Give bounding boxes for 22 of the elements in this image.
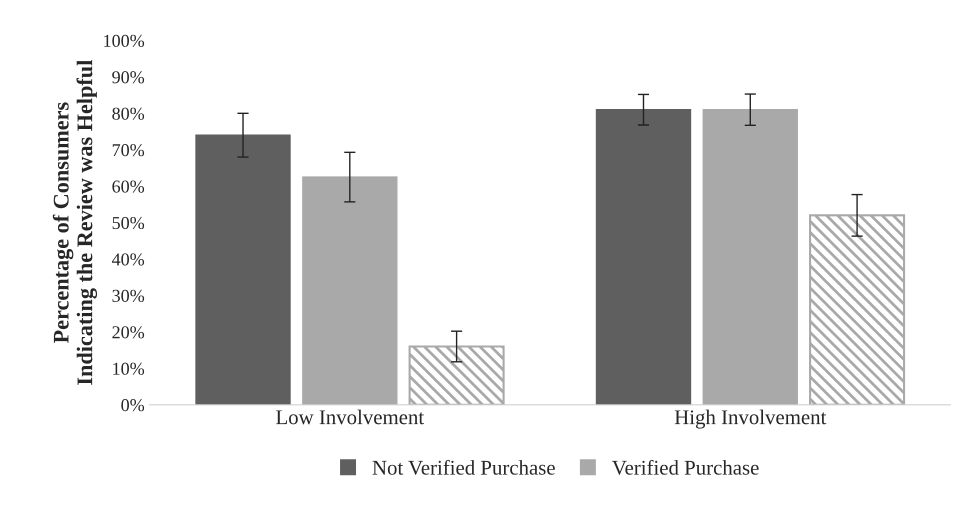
y-tick-label: 60% bbox=[112, 180, 144, 193]
y-axis-title: Percentage of Consumers Indicating the Review was Helpful bbox=[52, 60, 98, 385]
bar bbox=[702, 109, 798, 405]
y-tick-label: 40% bbox=[112, 253, 144, 266]
y-tick-label: 50% bbox=[112, 216, 144, 230]
y-tick-label: 30% bbox=[112, 290, 144, 302]
bar bbox=[596, 109, 692, 405]
legend-label: Not Verified Purchase bbox=[372, 460, 555, 475]
y-tick-label: 70% bbox=[112, 144, 144, 156]
y-tick-label: 90% bbox=[112, 71, 144, 84]
y-tick-label: 0% bbox=[121, 399, 144, 412]
bar bbox=[195, 134, 291, 405]
y-tick-label: 10% bbox=[113, 362, 144, 375]
y-tick-label: 20% bbox=[112, 326, 144, 338]
x-tick-label: High Involvement bbox=[674, 410, 826, 429]
y-tick-label: 100% bbox=[104, 34, 144, 47]
bar bbox=[809, 214, 906, 405]
x-tick-label: Low Involvement bbox=[276, 410, 424, 424]
y-tick-label: 80% bbox=[112, 108, 144, 120]
legend-label: Verified Purchase bbox=[612, 460, 759, 475]
bar bbox=[302, 176, 398, 405]
bar bbox=[408, 345, 505, 405]
